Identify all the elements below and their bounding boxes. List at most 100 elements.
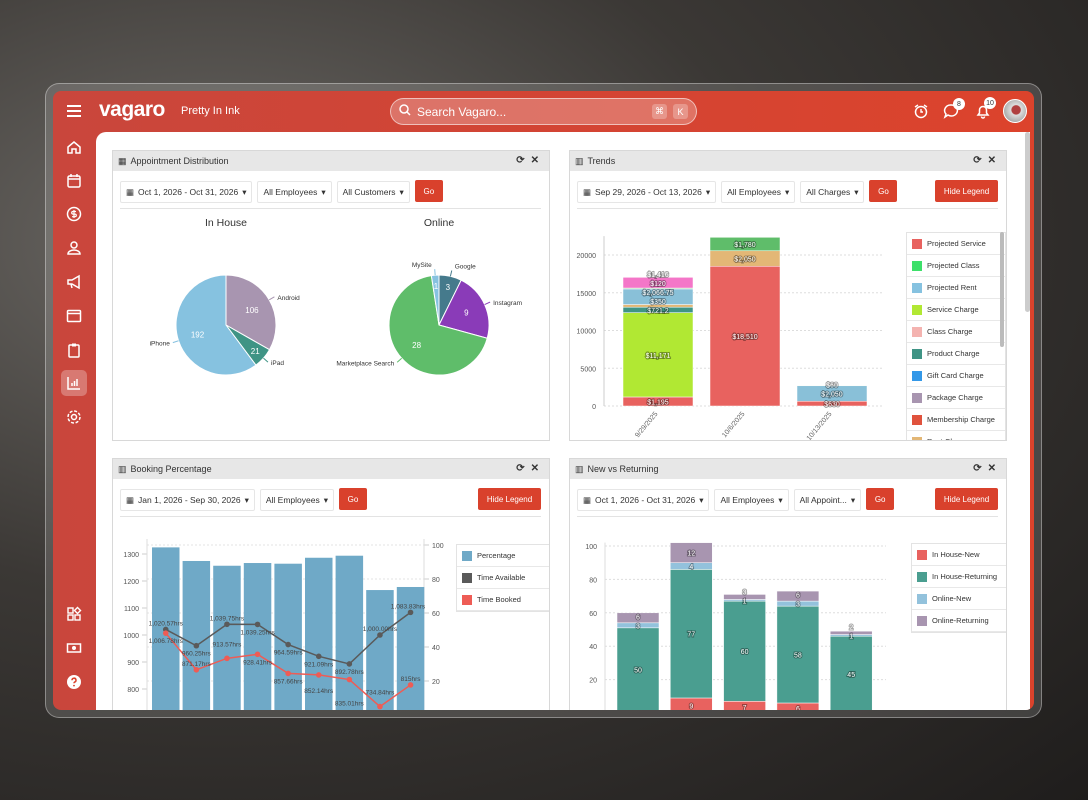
appointments-dropdown[interactable]: All Appoint... ▾ xyxy=(793,489,862,511)
hide-legend-button[interactable]: Hide Legend xyxy=(935,180,998,202)
employees-dropdown[interactable]: All Employees ▾ xyxy=(259,489,335,511)
legend-item[interactable]: Gift Card Charge xyxy=(907,365,1005,387)
legend-item[interactable]: Projected Class xyxy=(907,255,1005,277)
date-range-dropdown[interactable]: ▦ Oct 1, 2026 - Oct 31, 2026 ▾ xyxy=(120,181,253,203)
go-button[interactable]: Go xyxy=(869,180,898,202)
pie-slice-label: iPad xyxy=(271,360,284,367)
legend-item[interactable]: In House-Returning xyxy=(912,566,1006,588)
app: vagaro Pretty In Ink Search Vagaro... ⌘ … xyxy=(53,91,1034,710)
legend-label: Projected Service xyxy=(927,239,986,248)
caret-down-icon: ▾ xyxy=(244,494,249,505)
legend-label: Online-New xyxy=(932,594,972,603)
bar-value-label: $11,171 xyxy=(646,353,671,360)
help-icon[interactable] xyxy=(63,671,85,693)
go-button[interactable]: Go xyxy=(414,180,443,202)
customers-dropdown[interactable]: All Customers ▾ xyxy=(336,181,410,203)
legend-item[interactable]: Class Charge xyxy=(907,321,1005,343)
legend-scrollbar[interactable] xyxy=(1000,232,1004,347)
legend-item[interactable]: Package Charge xyxy=(907,387,1005,409)
booking-percentage-chart: 20 40 60 80 100 800 900 1000 1100 1200 1300 1,020.5… xyxy=(123,539,444,710)
clipboard-icon[interactable] xyxy=(63,339,85,361)
pie-value-label: 3 xyxy=(446,283,451,292)
date-range-dropdown[interactable]: ▦ Sep 29, 2026 - Oct 13, 2026 ▾ xyxy=(577,181,717,203)
date-range-dropdown[interactable]: ▦ Jan 1, 2026 - Sep 30, 2026 ▾ xyxy=(120,489,255,511)
alarm-clock-icon[interactable] xyxy=(913,103,929,124)
legend-label: Gift Card Charge xyxy=(927,371,984,380)
legend-item[interactable]: Service Charge xyxy=(907,299,1005,321)
employees-dropdown[interactable]: All Employees ▾ xyxy=(721,181,796,203)
dollar-icon[interactable] xyxy=(63,203,85,225)
point-label: 892.78hrs xyxy=(335,669,365,676)
bar-value-label: 3 xyxy=(743,589,747,596)
legend-label: Time Booked xyxy=(477,595,521,604)
refresh-icon[interactable]: ⟳ xyxy=(516,155,525,166)
reports-icon[interactable] xyxy=(61,370,87,396)
bar-value-label: 7 xyxy=(743,705,747,710)
legend-item[interactable]: Time Booked xyxy=(457,589,549,611)
scrollbar[interactable] xyxy=(1025,132,1030,312)
search-input[interactable]: Search Vagaro... ⌘ K xyxy=(390,98,697,125)
home-icon[interactable] xyxy=(63,136,85,158)
charges-dropdown[interactable]: All Charges ▾ xyxy=(800,181,865,203)
employees-dropdown[interactable]: All Employees ▾ xyxy=(714,489,789,511)
bar-segment xyxy=(776,605,820,704)
legend-label: Projected Class xyxy=(927,261,980,270)
legend-item[interactable]: Membership Charge xyxy=(907,409,1005,431)
legend-label: Product Charge xyxy=(927,349,980,358)
date-range-value: Oct 1, 2026 - Oct 31, 2026 xyxy=(595,495,696,505)
business-name[interactable]: Pretty In Ink xyxy=(181,105,240,117)
legend-item[interactable]: Projected Rent xyxy=(907,277,1005,299)
legend-item[interactable]: Product Charge xyxy=(907,343,1005,365)
gear-icon[interactable] xyxy=(63,406,85,428)
close-icon[interactable]: ✕ xyxy=(530,463,539,474)
bar-value-label: $60 xyxy=(826,383,838,390)
pie-slice-label: iPhone xyxy=(150,341,171,348)
bar-value-label: 77 xyxy=(687,632,695,639)
percentage-bar xyxy=(274,563,302,710)
y-tick-label: 100 xyxy=(585,544,597,551)
legend-item[interactable]: Online-Returning xyxy=(912,610,1006,632)
go-button[interactable]: Go xyxy=(339,488,368,510)
legend-item[interactable]: Time Available xyxy=(457,567,549,589)
hide-legend-button[interactable]: Hide Legend xyxy=(935,488,998,510)
browser-window-icon[interactable] xyxy=(63,305,85,327)
bell-icon[interactable] xyxy=(975,103,991,124)
employees-dropdown[interactable]: All Employees ▾ xyxy=(257,181,332,203)
date-range-dropdown[interactable]: ▦ Oct 1, 2026 - Oct 31, 2026 ▾ xyxy=(577,489,710,511)
caret-down-icon: ▾ xyxy=(705,186,711,197)
legend-item[interactable]: In House-New xyxy=(912,544,1006,566)
series-point xyxy=(193,642,200,649)
bar-value-label: $350 xyxy=(650,299,666,306)
refresh-icon[interactable]: ⟳ xyxy=(973,463,982,474)
brand-logo[interactable]: vagaro xyxy=(99,98,165,121)
refresh-icon[interactable]: ⟳ xyxy=(973,155,982,166)
legend-item[interactable]: Projected Service xyxy=(907,233,1005,255)
avatar[interactable] xyxy=(1003,99,1027,123)
calendar-icon: ▦ xyxy=(126,494,135,505)
date-range-value: Oct 1, 2026 - Oct 31, 2026 xyxy=(138,187,239,197)
person-icon[interactable] xyxy=(63,237,85,259)
legend-item[interactable]: Rent Charge xyxy=(907,431,1005,440)
refresh-icon[interactable]: ⟳ xyxy=(516,463,525,474)
trends-panel: ▥ Trends ⟳ ✕ ▦ Sep 29, 2026 - Oct 13, 2026 ▾… xyxy=(569,150,1007,441)
bar-value-label: 2 xyxy=(849,624,853,631)
percentage-bar xyxy=(335,555,364,710)
legend-swatch xyxy=(912,304,922,315)
menu-icon[interactable] xyxy=(67,105,81,117)
y-right-tick-label: 40 xyxy=(432,645,440,652)
close-icon[interactable]: ✕ xyxy=(987,463,996,474)
pie-leader-line xyxy=(484,301,491,306)
cash-icon[interactable] xyxy=(63,637,85,659)
point-label: 1,083.83hrs xyxy=(391,603,426,610)
legend-item[interactable]: Percentage xyxy=(457,545,549,567)
series-point xyxy=(224,655,230,662)
megaphone-icon[interactable] xyxy=(63,271,85,293)
legend-item[interactable]: Online-New xyxy=(912,588,1006,610)
go-button[interactable]: Go xyxy=(866,488,895,510)
pie-slice-label: Android xyxy=(277,295,300,302)
calendar-icon[interactable] xyxy=(63,170,85,192)
close-icon[interactable]: ✕ xyxy=(530,155,539,166)
hide-legend-button[interactable]: Hide Legend xyxy=(478,488,541,510)
apps-icon[interactable] xyxy=(63,603,85,625)
close-icon[interactable]: ✕ xyxy=(987,155,996,166)
